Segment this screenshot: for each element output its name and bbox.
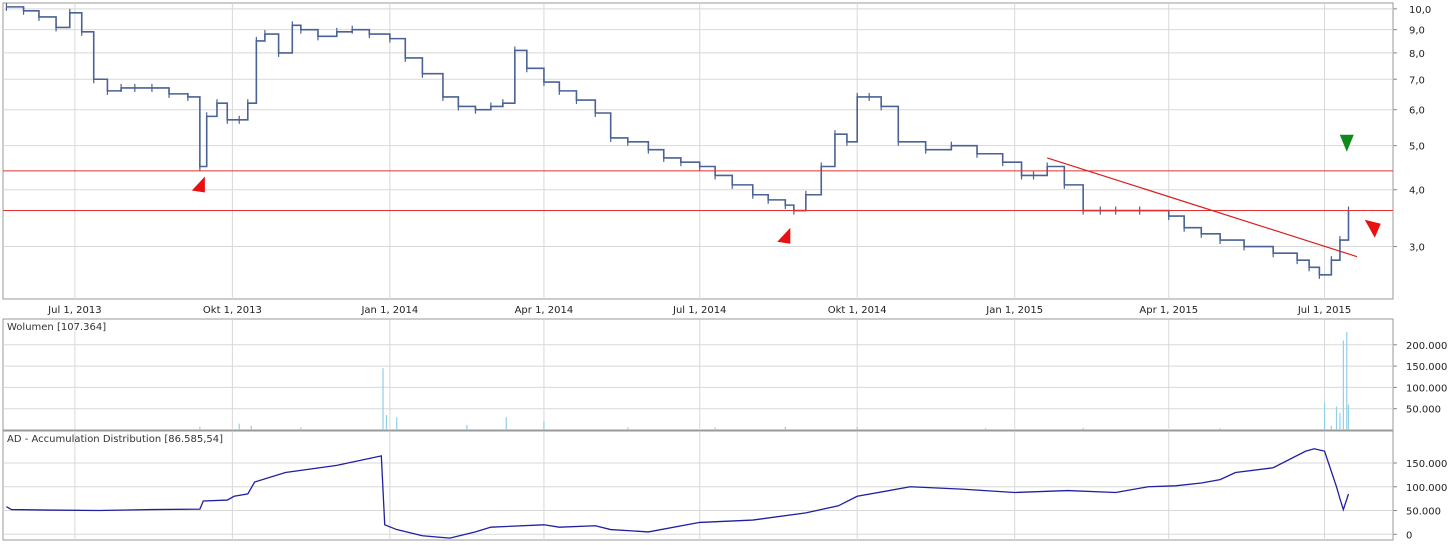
x-tick-label: Jul 1, 2013 [47, 305, 101, 316]
red-arrow-marker [191, 176, 205, 193]
price-y-tick-label: 10,0 [1409, 5, 1431, 16]
ad-y-tick-label: 50.000 [1406, 507, 1441, 518]
volume-panel-frame [2, 318, 1394, 431]
volume-bars [199, 332, 1350, 430]
x-tick-label: Jul 1, 2014 [672, 305, 726, 316]
red-arrow-marker [1364, 219, 1381, 238]
x-tick-label: Okt 1, 2013 [203, 305, 262, 316]
price-y-tick-label: 8,0 [1409, 49, 1425, 60]
volume-y-tick-label: 150.000 [1406, 362, 1447, 373]
ad-y-tick-label: 0 [1406, 530, 1412, 541]
price-y-tick-label: 7,0 [1409, 75, 1425, 86]
x-tick-label: Apr 1, 2015 [1139, 305, 1198, 316]
annotations [3, 134, 1393, 258]
ad-y-tick-label: 150.000 [1406, 459, 1447, 470]
y-axis-ticks: 3,0 4,0 5,0 6,0 7,0 8,0 9,0 10,0 50.000 100.000 15… [1393, 5, 1447, 541]
x-tick-label: Jan 1, 2014 [360, 305, 418, 316]
grid-lines [3, 3, 1393, 540]
x-tick-label: Jan 1, 2015 [985, 305, 1043, 316]
volume-y-tick-label: 100.000 [1406, 383, 1447, 394]
ad-panel-title: AD - Accumulation Distribution [86.585,5… [7, 434, 223, 445]
price-y-tick-label: 3,0 [1409, 243, 1425, 254]
ad-line [6, 448, 1350, 539]
price-y-tick-label: 4,0 [1409, 186, 1425, 197]
ad-y-tick-label: 100.000 [1406, 483, 1447, 494]
price-y-tick-label: 9,0 [1409, 26, 1425, 37]
price-y-tick-label: 6,0 [1409, 106, 1425, 117]
price-y-tick-label: 5,0 [1409, 142, 1425, 153]
volume-y-tick-label: 50.000 [1406, 405, 1441, 416]
x-tick-label: Apr 1, 2014 [515, 305, 574, 316]
x-tick-label: Jul 1, 2015 [1297, 305, 1351, 316]
green-arrow-marker [1339, 134, 1354, 152]
x-axis-ticks: Jul 1, 2013 Okt 1, 2013 Jan 1, 2014 Apr 1, … [47, 305, 1351, 316]
ad-panel-frame [2, 430, 1394, 541]
trend-line [1047, 157, 1358, 258]
ad-series [6, 448, 1350, 539]
price-panel-frame [2, 2, 1394, 300]
volume-y-tick-label: 200.000 [1406, 341, 1447, 352]
volume-panel-title: Wolumen [107.364] [7, 322, 106, 333]
x-tick-label: Okt 1, 2014 [828, 305, 887, 316]
red-arrow-marker [777, 227, 791, 244]
